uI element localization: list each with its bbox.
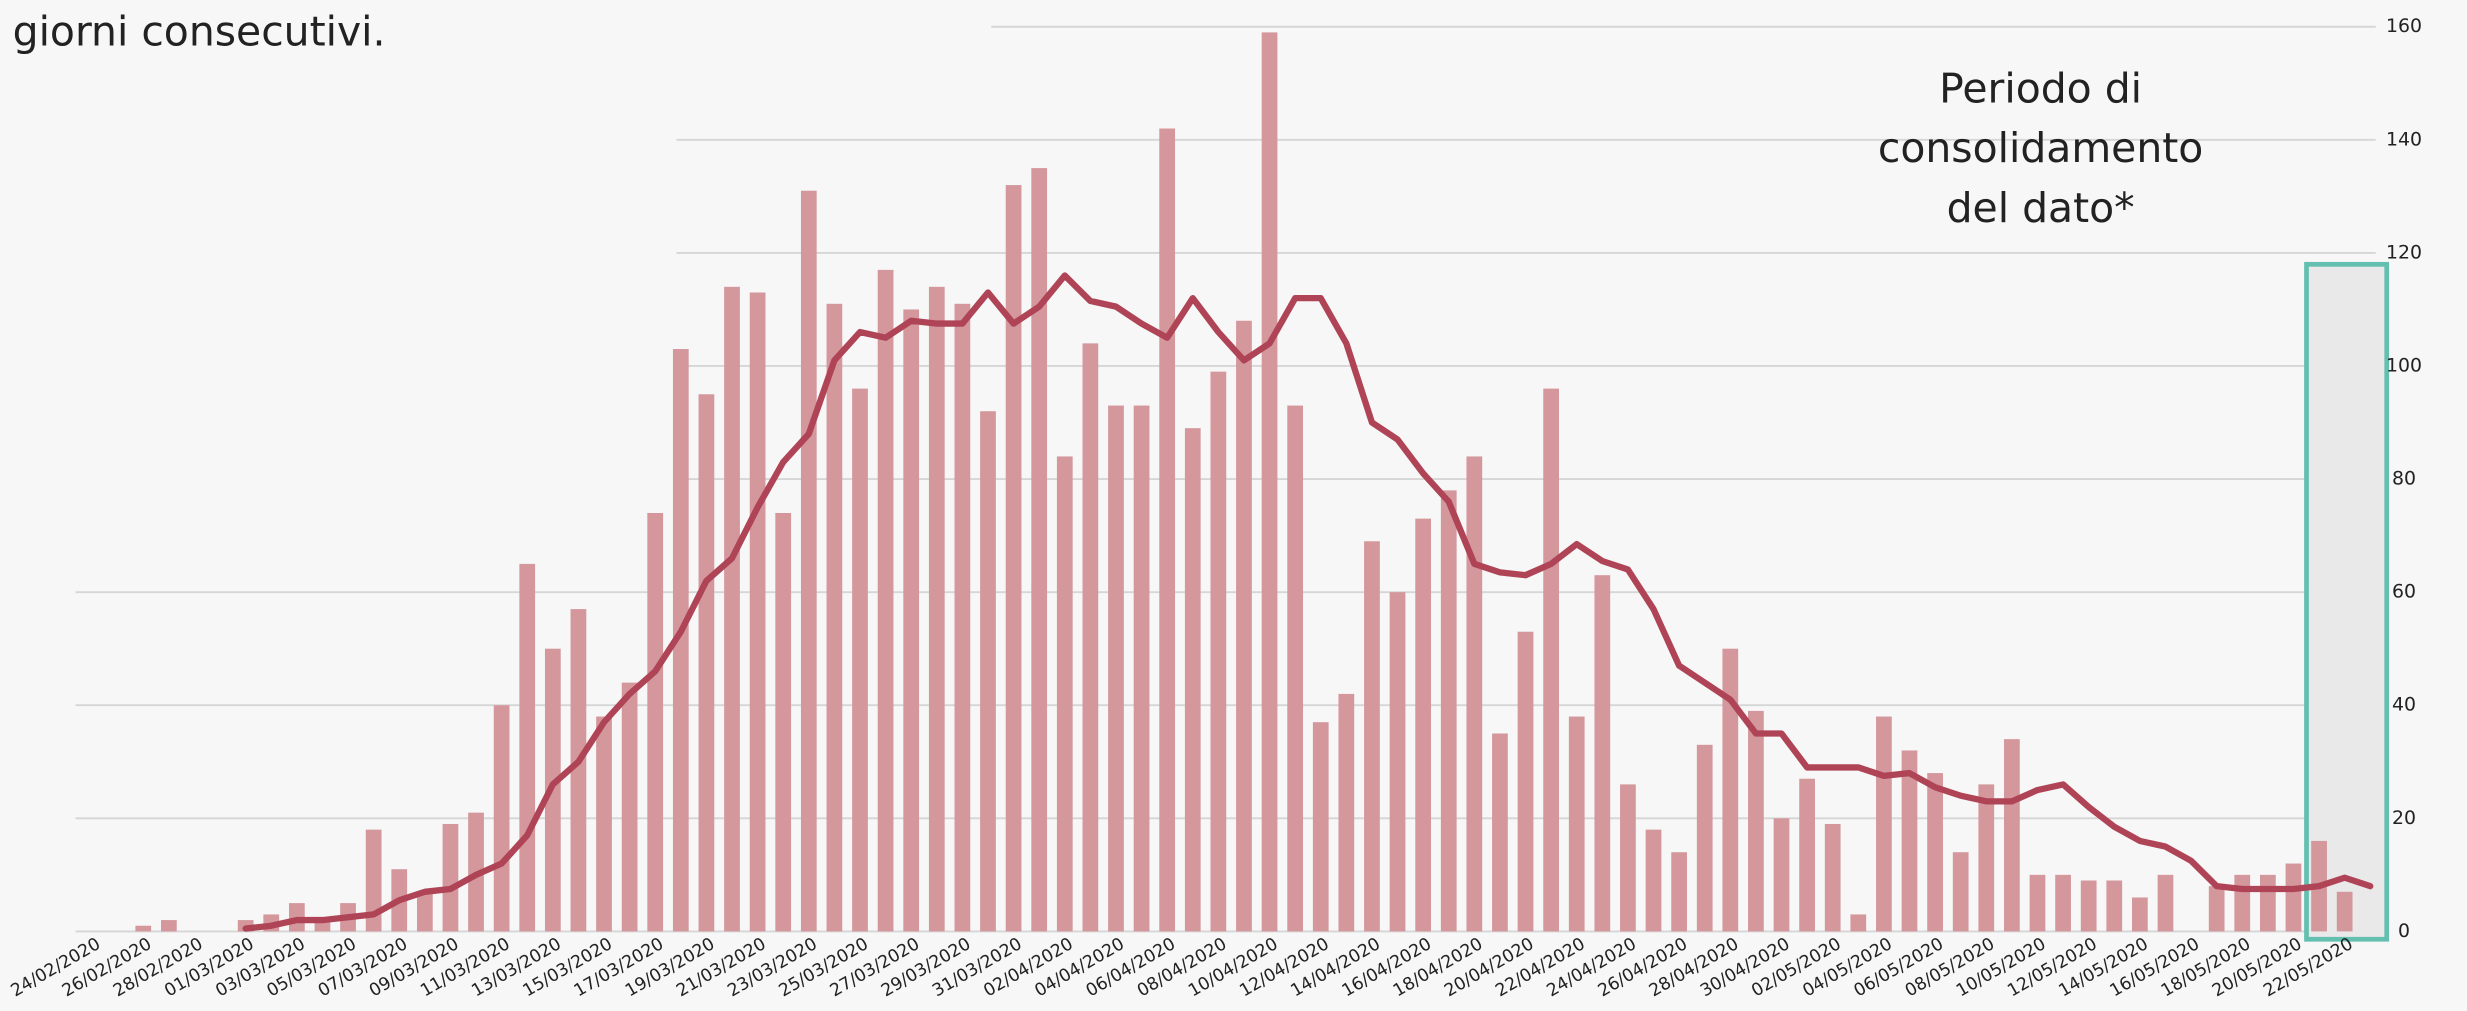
- bar: [1415, 518, 1432, 932]
- bar: [1261, 32, 1278, 932]
- bar: [1364, 541, 1380, 932]
- bar: [2157, 874, 2174, 932]
- bar: [314, 920, 331, 932]
- bar: [1696, 744, 1713, 932]
- bar: [1082, 343, 1099, 932]
- bar: [698, 394, 715, 932]
- bar: [621, 682, 638, 932]
- bar: [2080, 880, 2097, 932]
- bar: [877, 269, 894, 932]
- bar: [2285, 863, 2302, 932]
- bar: [2336, 891, 2353, 932]
- bar: [2004, 739, 2020, 932]
- y-tick-label: 100: [2386, 354, 2422, 376]
- bar: [135, 925, 152, 932]
- bar: [1850, 914, 1867, 932]
- bar: [1312, 722, 1329, 932]
- bar: [493, 705, 510, 932]
- annotation-line: consolidamento: [1878, 124, 2203, 172]
- bar: [724, 286, 740, 932]
- bar: [903, 309, 920, 932]
- bar: [1978, 784, 1995, 932]
- bar: [647, 512, 664, 932]
- bar: [596, 716, 612, 932]
- annotation-line: Periodo di: [1939, 64, 2142, 112]
- bar: [1005, 185, 1022, 932]
- bar: [2106, 880, 2123, 932]
- consolidation-box: [2304, 261, 2390, 942]
- bar: [1671, 852, 1687, 932]
- bar: [826, 303, 843, 932]
- y-tick-label: 40: [2392, 694, 2416, 716]
- line: [242, 272, 2374, 932]
- bar: [1773, 818, 1790, 932]
- bar: [1568, 716, 1585, 932]
- bar: [442, 823, 459, 932]
- y-tick-label: 140: [2386, 128, 2422, 150]
- bar: [1236, 320, 1252, 932]
- bar: [160, 920, 177, 932]
- bar: [1389, 592, 1406, 932]
- chart-title: giorni consecutivi.: [13, 8, 386, 56]
- bar: [1492, 733, 1508, 932]
- bar: [1927, 773, 1943, 932]
- bar: [672, 349, 689, 932]
- bar: [1184, 428, 1201, 932]
- y-tick-label: 160: [2386, 15, 2422, 37]
- bar: [852, 388, 868, 932]
- bar: [2132, 897, 2148, 932]
- bar: [1108, 405, 1124, 932]
- bar: [749, 292, 766, 932]
- bar: [1722, 648, 1739, 932]
- bar: [1543, 388, 1559, 932]
- bar: [1645, 829, 1662, 932]
- bar: [416, 891, 433, 932]
- bar: [1133, 405, 1150, 932]
- bar: [1952, 852, 1969, 932]
- bar: [1159, 128, 1176, 932]
- bar: [1799, 778, 1815, 932]
- plot: 02040608010012014016024/02/202026/02/202…: [8, 15, 2422, 1001]
- annotation-line: del dato*: [1947, 184, 2135, 232]
- bar: [519, 563, 536, 932]
- bar: [2029, 874, 2046, 932]
- bar: [1056, 456, 1073, 932]
- bar: [1517, 631, 1534, 932]
- bar: [980, 411, 996, 932]
- bar: [1620, 784, 1636, 932]
- bar: [1748, 710, 1764, 932]
- bar: [775, 512, 792, 932]
- y-tick-label: 20: [2392, 807, 2416, 829]
- bar: [1210, 371, 1227, 932]
- bar: [1440, 490, 1457, 932]
- bar: [2208, 886, 2225, 932]
- annotation: Periodo di consolidamento del dato*: [1878, 64, 2203, 232]
- bar: [1031, 168, 1048, 932]
- bar: [1466, 456, 1483, 932]
- y-tick-label: 60: [2392, 581, 2416, 603]
- bar: [2055, 874, 2071, 932]
- bar: [800, 190, 817, 932]
- bar: [928, 286, 945, 932]
- title-backdrop: [676, 0, 992, 63]
- bar: [570, 609, 587, 932]
- bar: [2259, 874, 2276, 932]
- bar: [1287, 405, 1304, 932]
- bar: [365, 829, 382, 932]
- bar: [1824, 823, 1841, 932]
- y-tick-label: 0: [2398, 920, 2410, 942]
- y-tick-label: 80: [2392, 468, 2416, 490]
- bar: [1594, 575, 1611, 932]
- bar: [2234, 874, 2251, 932]
- bar: [954, 303, 971, 932]
- bar: [1876, 716, 1892, 932]
- bar: [1901, 750, 1918, 932]
- y-tick-label: 120: [2386, 241, 2422, 263]
- bar: [1338, 693, 1355, 932]
- title-backdrop: [0, 0, 677, 520]
